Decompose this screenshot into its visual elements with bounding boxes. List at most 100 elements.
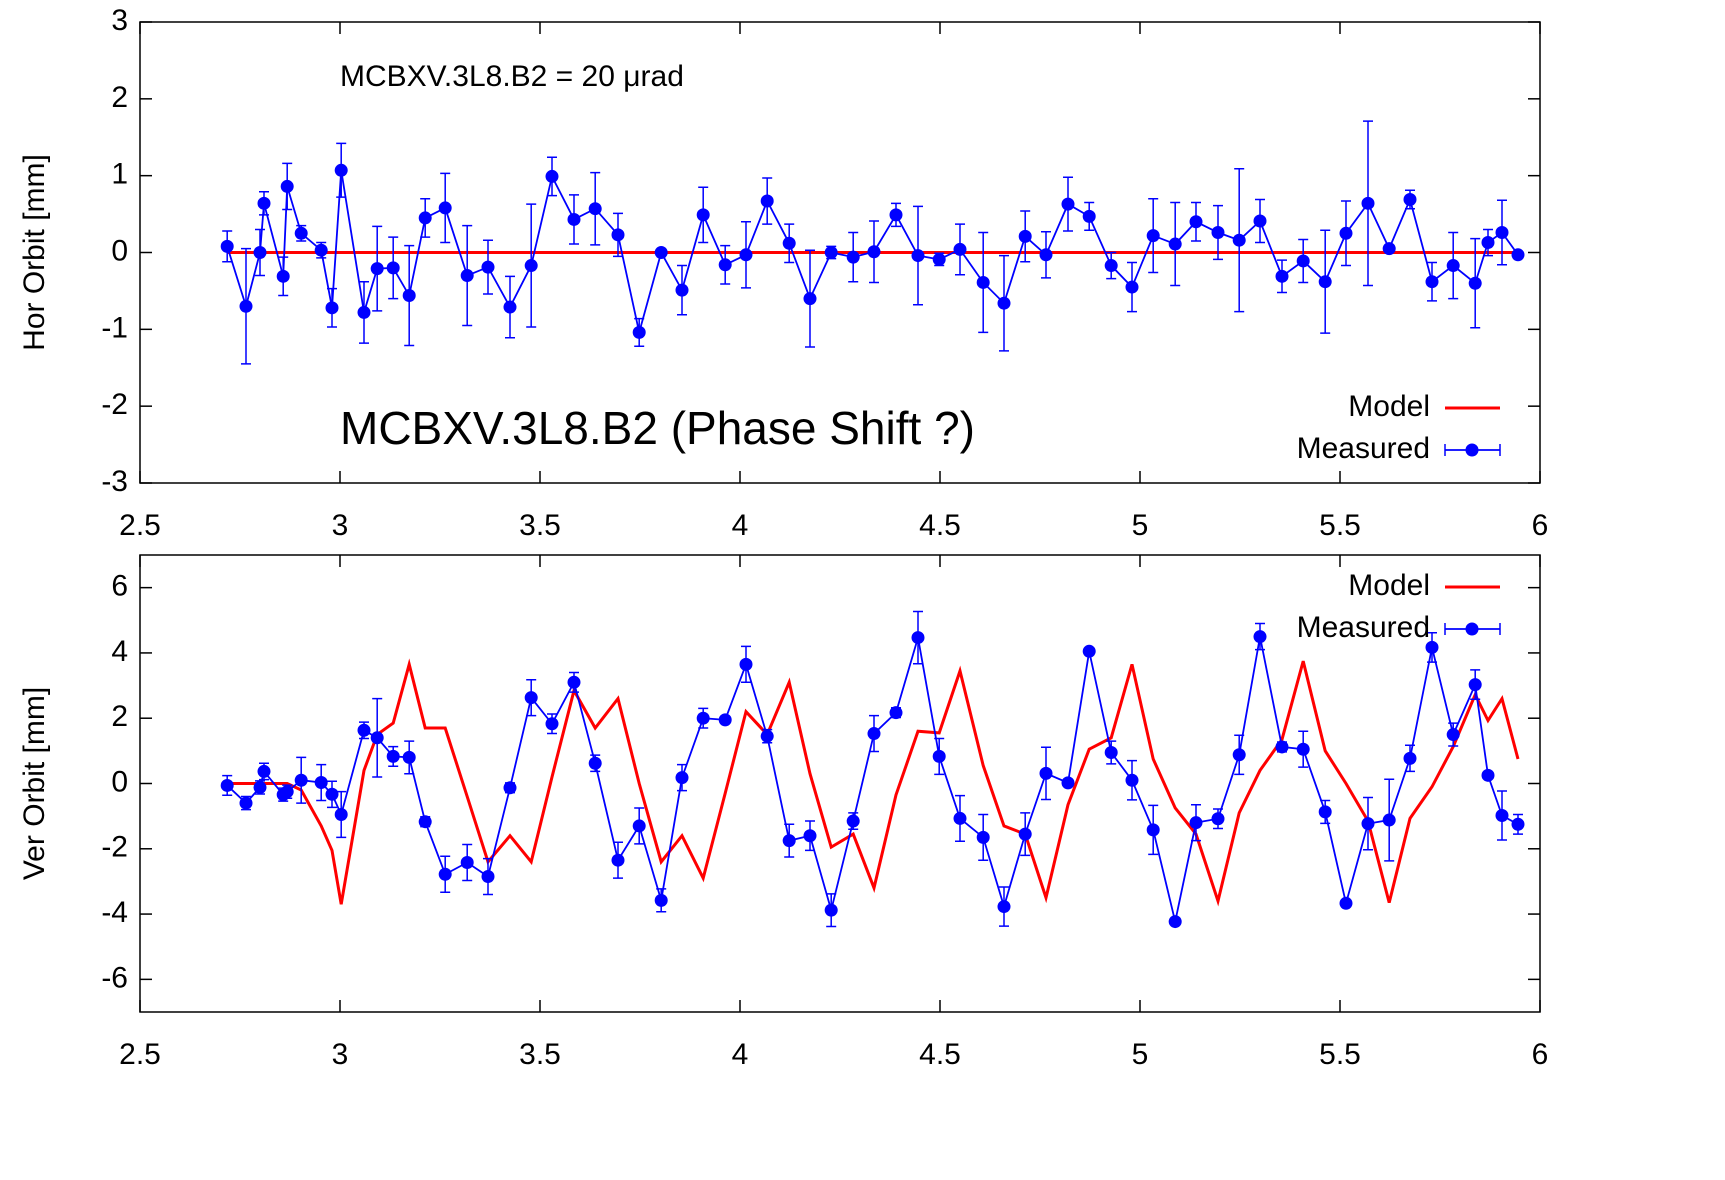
data-point: [803, 292, 817, 306]
data-point: [1495, 808, 1509, 822]
data-point: [911, 249, 925, 263]
data-point: [1211, 812, 1225, 826]
y-tick-label: -2: [101, 388, 128, 421]
y-tick-label: 0: [111, 765, 128, 798]
data-point: [1481, 768, 1495, 782]
data-point: [334, 163, 348, 177]
y-tick-label: 4: [111, 635, 128, 668]
data-point: [1446, 259, 1460, 273]
data-point: [1104, 259, 1118, 273]
data-point: [1168, 237, 1182, 251]
x-tick-label: 4: [732, 1038, 749, 1071]
data-point: [460, 269, 474, 283]
y-tick-label: -6: [101, 961, 128, 994]
data-point: [953, 242, 967, 256]
x-tick-label: 5: [1132, 509, 1149, 542]
data-point: [253, 780, 267, 794]
annotation: MCBXV.3L8.B2 = 20 μrad: [340, 60, 684, 93]
data-point: [1425, 275, 1439, 289]
data-point: [460, 855, 474, 869]
data-point: [654, 893, 668, 907]
data-point: [257, 196, 271, 210]
data-point: [867, 727, 881, 741]
data-point: [524, 259, 538, 273]
data-point: [334, 808, 348, 822]
data-point: [1146, 823, 1160, 837]
data-point: [1318, 805, 1332, 819]
data-point: [1125, 280, 1139, 294]
legend-swatch-dot: [1465, 443, 1479, 457]
data-point: [280, 785, 294, 799]
data-point: [760, 729, 774, 743]
data-point: [911, 631, 925, 645]
data-point: [1082, 209, 1096, 223]
y-tick-label: 2: [111, 700, 128, 733]
legend-label: Measured: [1297, 611, 1430, 644]
x-tick-label: 3: [332, 509, 349, 542]
data-point: [1339, 226, 1353, 240]
data-point: [1339, 896, 1353, 910]
y-tick-label: -1: [101, 311, 128, 344]
data-point: [932, 252, 946, 266]
annotation: MCBXV.3L8.B2 (Phase Shift ?): [340, 402, 975, 454]
data-point: [1082, 644, 1096, 658]
data-point: [386, 261, 400, 275]
data-point: [524, 691, 538, 705]
data-point: [696, 711, 710, 725]
data-point: [357, 723, 371, 737]
data-point: [654, 246, 668, 259]
data-point: [997, 296, 1011, 310]
data-point: [481, 260, 495, 274]
x-tick-label: 3.5: [519, 1038, 561, 1071]
x-tick-label: 6: [1532, 1038, 1549, 1071]
data-point: [611, 228, 625, 242]
data-point: [1403, 751, 1417, 765]
data-point: [1039, 766, 1053, 780]
data-point: [1253, 214, 1267, 228]
data-point: [632, 819, 646, 833]
data-point: [1511, 248, 1525, 262]
data-point: [846, 250, 860, 264]
y-axis-label: Ver Orbit [mm]: [18, 687, 51, 880]
y-tick-label: -2: [101, 831, 128, 864]
data-point: [438, 201, 452, 215]
data-point: [370, 262, 384, 276]
data-point: [588, 202, 602, 216]
data-point: [1361, 196, 1375, 210]
data-point: [997, 900, 1011, 914]
data-point: [1296, 254, 1310, 268]
data-point: [718, 258, 732, 272]
data-point: [1511, 817, 1525, 831]
plot-frame: [139, 21, 1541, 484]
data-point: [1232, 233, 1246, 247]
y-tick-label: 0: [111, 234, 128, 267]
data-point: [567, 212, 581, 226]
data-point: [953, 811, 967, 825]
data-point: [932, 749, 946, 763]
data-point: [280, 179, 294, 193]
data-point: [846, 814, 860, 828]
legend-swatch-ends: [1444, 444, 1501, 456]
data-point: [1382, 242, 1396, 256]
data-point: [782, 834, 796, 848]
data-point: [1403, 192, 1417, 206]
data-point: [588, 756, 602, 770]
legend-swatch-ends: [1444, 623, 1501, 635]
data-point: [438, 867, 452, 881]
y-tick-label: 2: [111, 81, 128, 114]
data-point: [1425, 640, 1439, 654]
data-point: [675, 771, 689, 785]
data-point: [1168, 915, 1182, 929]
data-point: [782, 236, 796, 250]
data-point: [386, 749, 400, 763]
data-point: [481, 870, 495, 884]
data-point: [760, 194, 774, 208]
data-point: [325, 787, 339, 801]
x-tick-label: 2.5: [119, 1038, 161, 1071]
data-point: [1382, 813, 1396, 827]
data-point: [976, 830, 990, 844]
data-point: [824, 246, 838, 259]
x-tick-label: 4.5: [919, 1038, 961, 1071]
data-point: [1495, 226, 1509, 240]
data-point: [1189, 816, 1203, 830]
